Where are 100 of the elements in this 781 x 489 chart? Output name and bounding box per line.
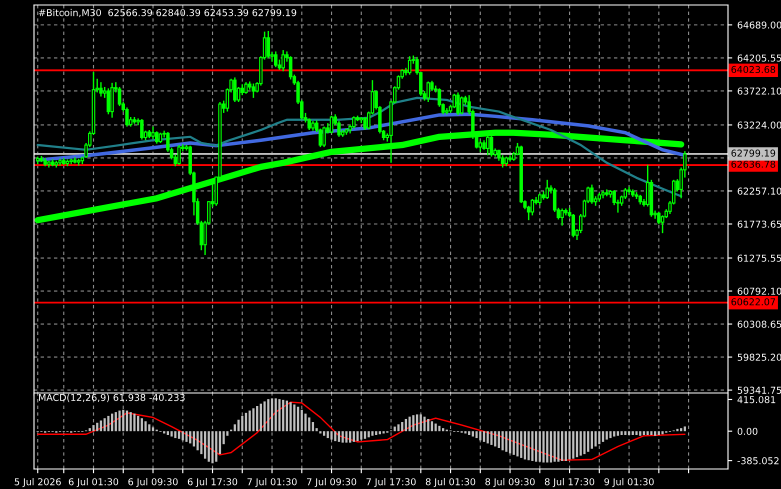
bar bbox=[178, 431, 180, 439]
candlestick bbox=[482, 140, 486, 150]
bar bbox=[192, 431, 196, 446]
bar bbox=[375, 431, 378, 436]
bar bbox=[189, 431, 192, 444]
bar bbox=[568, 431, 571, 460]
bar bbox=[293, 404, 296, 432]
bar bbox=[486, 431, 489, 444]
bar bbox=[137, 416, 140, 432]
bar bbox=[680, 428, 682, 432]
bar bbox=[434, 424, 437, 432]
bar bbox=[211, 431, 214, 464]
y-tick-label: 415.081 bbox=[737, 396, 776, 404]
bar bbox=[505, 431, 508, 452]
bar bbox=[148, 424, 150, 432]
candlestick bbox=[504, 156, 508, 167]
y-tick-label: 63224.00 bbox=[738, 122, 781, 129]
bar bbox=[632, 431, 634, 436]
bar bbox=[550, 431, 552, 463]
y-tick-label: 62257.10 bbox=[738, 188, 781, 195]
candlestick bbox=[177, 144, 181, 166]
candlestick bbox=[106, 88, 110, 115]
bar bbox=[330, 431, 333, 440]
bar bbox=[620, 431, 623, 436]
bar bbox=[174, 431, 176, 438]
bar bbox=[342, 431, 344, 443]
x-tick-label: 8 Jul 09:30 bbox=[485, 478, 535, 488]
candlestick bbox=[252, 82, 256, 99]
bar bbox=[635, 431, 638, 436]
y-tick-label: 64205.55 bbox=[738, 54, 781, 62]
bar bbox=[256, 406, 258, 432]
bar bbox=[606, 431, 608, 440]
candlestick bbox=[530, 198, 534, 216]
bar bbox=[274, 398, 277, 432]
candlestick bbox=[233, 76, 237, 103]
bar bbox=[345, 431, 348, 443]
candlestick bbox=[244, 81, 248, 94]
bar bbox=[598, 431, 600, 444]
bar bbox=[624, 431, 626, 436]
y-tick-label: 61275.55 bbox=[738, 254, 781, 262]
bar bbox=[472, 431, 474, 437]
bar bbox=[494, 431, 496, 446]
bar bbox=[364, 431, 366, 439]
bar bbox=[248, 410, 251, 432]
bar bbox=[520, 431, 522, 458]
bar bbox=[572, 431, 574, 459]
candlestick bbox=[546, 179, 549, 200]
bar bbox=[420, 414, 422, 432]
bar bbox=[590, 431, 593, 449]
candlestick bbox=[490, 135, 494, 158]
bar bbox=[502, 431, 504, 450]
candlestick bbox=[363, 116, 367, 131]
bar bbox=[278, 399, 281, 432]
candlestick bbox=[460, 96, 464, 115]
bar bbox=[490, 431, 493, 445]
candlestick bbox=[408, 56, 412, 76]
x-tick-label: 7 Jul 17:30 bbox=[366, 478, 416, 488]
bar bbox=[356, 431, 359, 442]
bar bbox=[104, 418, 106, 432]
bar bbox=[296, 406, 300, 432]
bar bbox=[508, 431, 512, 454]
bar bbox=[468, 431, 470, 436]
y-tick-label: 60308.65 bbox=[738, 320, 781, 328]
y-tick-label: 59341.75 bbox=[738, 386, 781, 394]
y-tick-label: 0.00 bbox=[738, 428, 758, 435]
bar bbox=[542, 431, 545, 463]
bar bbox=[322, 431, 326, 436]
bar bbox=[639, 431, 642, 436]
bar bbox=[282, 400, 284, 432]
candlestick bbox=[281, 49, 285, 72]
candlestick bbox=[590, 184, 594, 204]
bar bbox=[182, 431, 184, 440]
bar bbox=[326, 431, 329, 438]
x-tick-label: 6 Jul 01:30 bbox=[68, 478, 118, 488]
bar bbox=[204, 431, 206, 459]
bar bbox=[237, 420, 240, 432]
candlestick bbox=[266, 30, 270, 59]
candlestick bbox=[274, 50, 278, 68]
bar bbox=[564, 431, 567, 461]
bar bbox=[524, 431, 526, 460]
candlestick bbox=[311, 120, 315, 132]
candlestick bbox=[330, 114, 334, 134]
bar bbox=[338, 431, 340, 442]
x-tick-label: 8 Jul 01:30 bbox=[426, 478, 476, 488]
chart-title: MACD(12,26,9) 61.938 -40.233 bbox=[39, 394, 185, 402]
bar bbox=[308, 417, 310, 432]
candlestick bbox=[456, 92, 460, 116]
bar bbox=[628, 431, 630, 436]
bar bbox=[130, 412, 132, 432]
bar bbox=[684, 426, 686, 432]
bar bbox=[609, 431, 612, 438]
bar bbox=[394, 426, 396, 432]
y-tick-label: 61773.65 bbox=[738, 220, 781, 228]
bar bbox=[185, 431, 188, 442]
candlestick bbox=[352, 116, 356, 130]
bar bbox=[498, 431, 500, 448]
x-tick-label: 9 Jul 01:30 bbox=[604, 478, 654, 488]
bar bbox=[546, 431, 548, 463]
candlestick bbox=[140, 118, 144, 140]
x-tick-label: 7 Jul 09:30 bbox=[306, 478, 356, 488]
